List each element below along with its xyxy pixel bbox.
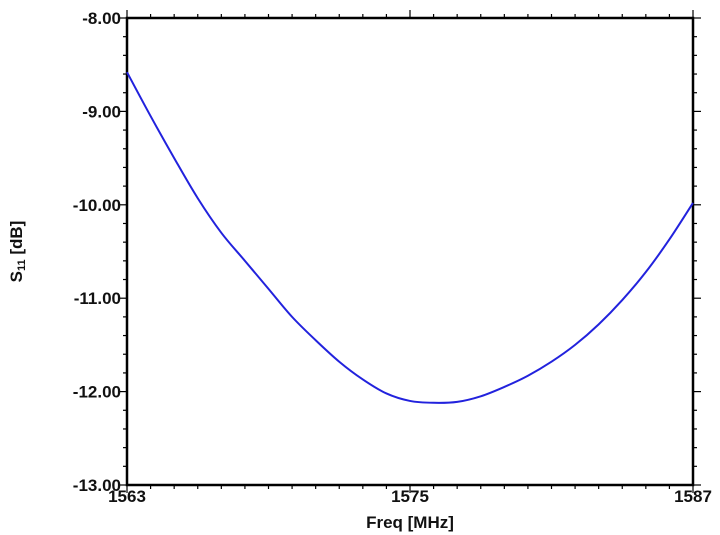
y-tick-label: -12.00: [73, 383, 121, 402]
x-axis-title: Freq [MHz]: [366, 513, 454, 532]
x-axis-tick-labels: 1563 1575 1587: [108, 487, 712, 506]
y-axis-title: S11 [dB]: [7, 221, 28, 283]
y-tick-label: -10.00: [73, 196, 121, 215]
y-tick-label: -13.00: [73, 476, 121, 495]
y-axis-tick-labels: -8.00 -9.00 -10.00 -11.00 -12.00 -13.00: [73, 9, 121, 495]
y-tick-label: -11.00: [74, 289, 121, 308]
s11-curve: [126, 71, 694, 404]
y-tick-label: -8.00: [82, 9, 121, 28]
y-axis-title-main: S: [7, 271, 26, 282]
y-axis-ticks: [119, 17, 701, 486]
y-axis-title-subscript: 11: [16, 259, 28, 271]
y-tick-label: -9.00: [82, 102, 121, 121]
x-tick-label: 1563: [108, 487, 146, 506]
x-tick-label: 1575: [391, 487, 429, 506]
y-axis-title-tail: [dB]: [7, 221, 26, 260]
x-tick-label: 1587: [674, 487, 712, 506]
plot-area-frame: [125, 16, 695, 487]
x-axis-ticks: [126, 10, 694, 493]
